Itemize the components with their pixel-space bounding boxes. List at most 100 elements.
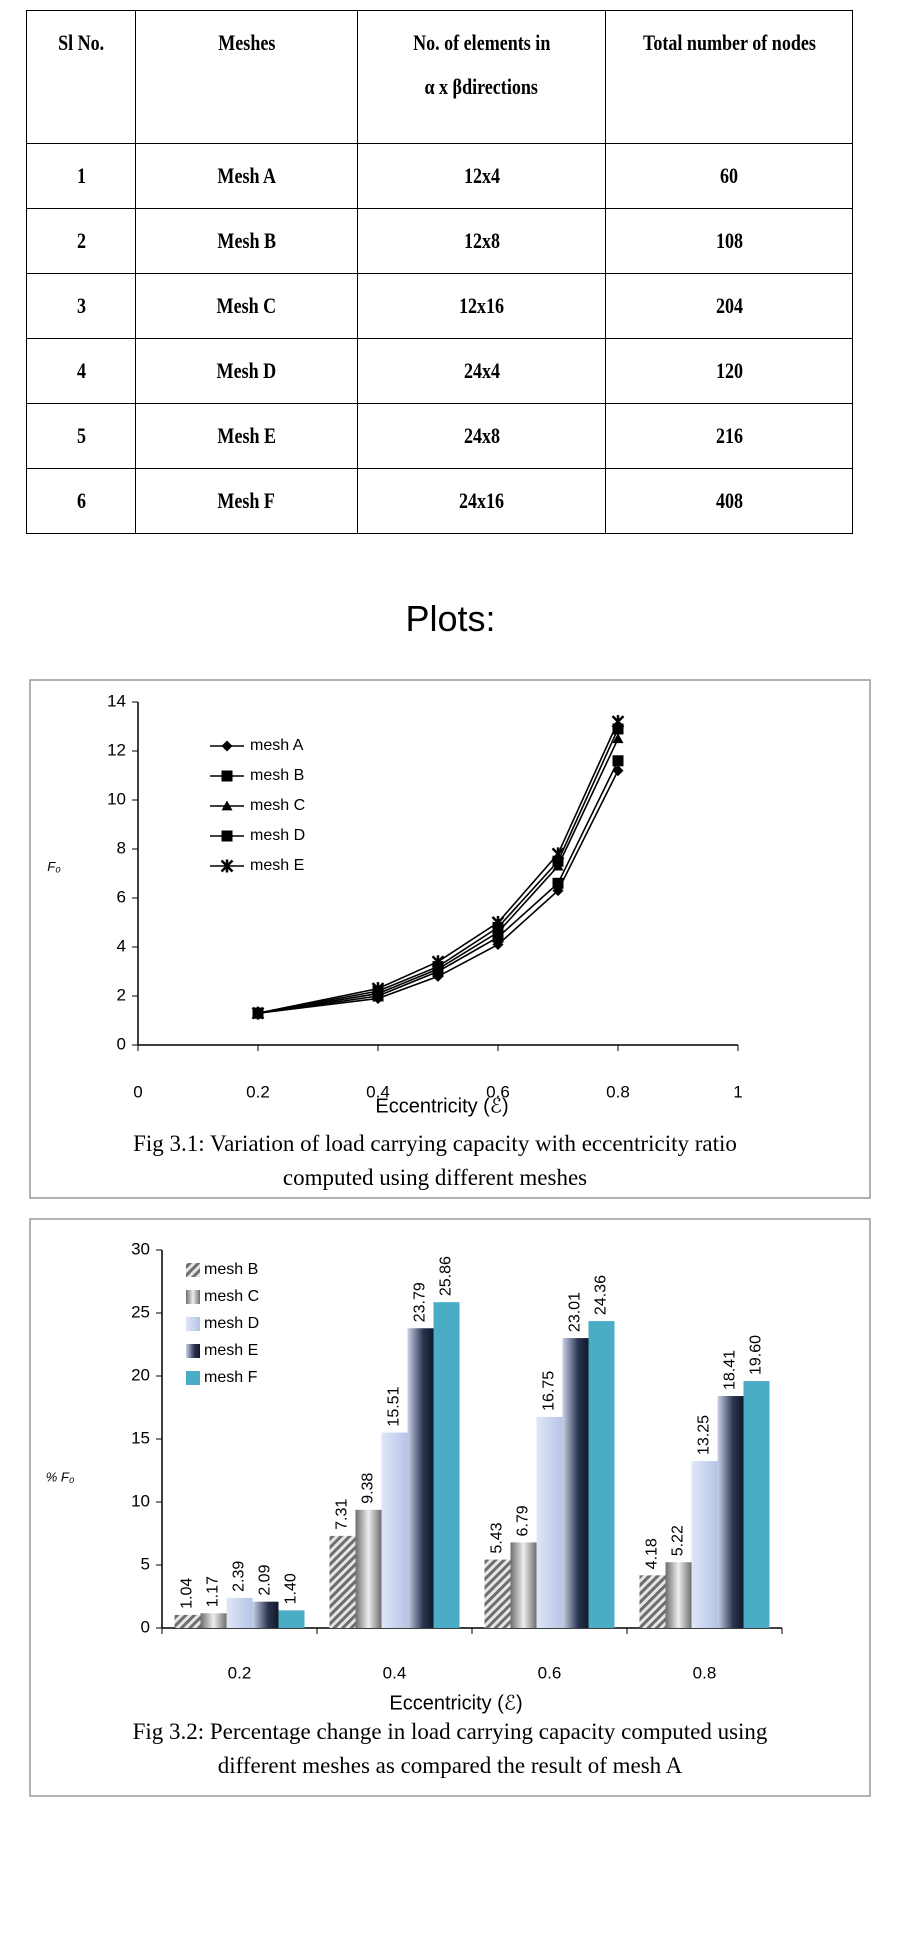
- value-label: 23.01: [567, 1292, 584, 1332]
- cell-text: 120: [715, 358, 743, 383]
- table-cell: 4: [26, 338, 136, 404]
- cell-text: 1: [76, 163, 86, 188]
- y-tick-label: 6: [117, 887, 126, 906]
- legend-swatch: [186, 1317, 200, 1331]
- y-tick-label: 0: [141, 1617, 150, 1636]
- header-text: Sl No.: [57, 30, 105, 55]
- table-cell: 408: [605, 468, 853, 534]
- table-cell: 12x4: [357, 143, 606, 209]
- cell-text: 24x16: [458, 488, 505, 513]
- y-tick-label: 2: [117, 985, 126, 1004]
- value-label: 2.39: [231, 1561, 248, 1592]
- value-label: 13.25: [696, 1415, 713, 1455]
- y-axis-label: % F₀: [46, 1469, 75, 1484]
- value-label: 15.51: [386, 1386, 403, 1426]
- table-cell: 6: [26, 468, 136, 534]
- table-cell: 3: [26, 273, 136, 339]
- legend-label: mesh C: [204, 1288, 259, 1305]
- table-cell: 24x16: [357, 468, 606, 534]
- legend-label: mesh F: [204, 1369, 258, 1386]
- marker: [221, 770, 233, 782]
- cell-text: 12x8: [463, 228, 500, 253]
- legend-swatch: [186, 1371, 200, 1385]
- value-label: 4.18: [644, 1538, 661, 1569]
- marker: [251, 1006, 265, 1020]
- cell-text: Mesh C: [216, 293, 277, 318]
- legend-swatch: [186, 1290, 200, 1304]
- y-tick-label: 25: [131, 1302, 150, 1321]
- value-label: 2.09: [257, 1564, 274, 1595]
- x-tick-label: 0.6: [538, 1663, 562, 1682]
- table-cell: 108: [605, 208, 853, 274]
- table-row: 1 Mesh A 12x4 60: [26, 143, 853, 209]
- value-label: 7.31: [334, 1499, 351, 1530]
- x-tick-label: 0.8: [693, 1663, 717, 1682]
- cell-text: 108: [715, 228, 743, 253]
- marker: [221, 800, 233, 811]
- marker: [221, 740, 233, 752]
- table-row: 5 Mesh E 24x8 216: [26, 403, 853, 469]
- marker: [612, 765, 624, 777]
- table-cell: Mesh E: [135, 403, 358, 469]
- series-line: [257, 738, 619, 1014]
- legend-label: mesh D: [250, 827, 305, 844]
- caption: Fig 3.2: Percentage change in load carry…: [132, 1719, 768, 1778]
- series-line: [257, 721, 619, 1014]
- cell-text: 24x4: [463, 358, 500, 383]
- legend-swatch: [186, 1344, 200, 1358]
- bar: [174, 1614, 201, 1628]
- y-tick-label: 20: [131, 1365, 150, 1384]
- bar: [484, 1559, 511, 1628]
- bar: [433, 1302, 460, 1628]
- value-label: 5.43: [489, 1522, 506, 1553]
- series-line: [257, 770, 619, 1014]
- value-label: 18.41: [722, 1350, 739, 1390]
- marker: [612, 723, 624, 735]
- series-line: [257, 728, 619, 1014]
- table-cell: Mesh F: [135, 468, 358, 534]
- legend-label: mesh E: [204, 1342, 258, 1359]
- cell-text: 24x8: [463, 423, 500, 448]
- marker: [552, 877, 564, 889]
- cell-text: Mesh E: [217, 423, 276, 448]
- table-cell: 12x16: [357, 273, 606, 339]
- table-cell: Mesh A: [135, 143, 358, 209]
- y-tick-label: 30: [131, 1239, 150, 1258]
- value-label: 24.36: [593, 1275, 610, 1315]
- table-cell: 204: [605, 273, 853, 339]
- legend-label: mesh B: [204, 1261, 258, 1278]
- bar: [329, 1535, 356, 1628]
- table-cell: 24x8: [357, 403, 606, 469]
- bar: [355, 1509, 382, 1628]
- legend-label: mesh E: [250, 857, 304, 874]
- value-label: 16.75: [541, 1371, 558, 1411]
- legend-swatch: [186, 1263, 200, 1277]
- value-label: 1.17: [205, 1576, 222, 1607]
- value-label: 1.40: [283, 1573, 300, 1604]
- y-tick-label: 15: [131, 1428, 150, 1447]
- table-cell: 24x4: [357, 338, 606, 404]
- legend-label: mesh B: [250, 767, 304, 784]
- cell-text: Mesh A: [217, 163, 276, 188]
- table-cell: Mesh C: [135, 273, 358, 339]
- bar: [691, 1461, 718, 1628]
- header-cell: Sl No.: [26, 10, 136, 144]
- bar: [381, 1432, 408, 1628]
- y-tick-label: 4: [117, 936, 126, 955]
- bar: [639, 1575, 666, 1628]
- table-row: 2 Mesh B 12x8 108: [26, 208, 853, 274]
- x-tick-label: 1: [733, 1082, 742, 1101]
- marker: [220, 859, 234, 873]
- x-tick-label: 0.4: [366, 1082, 390, 1101]
- bar: [536, 1416, 563, 1628]
- cell-text: 2: [76, 228, 86, 253]
- table-cell: 60: [605, 143, 853, 209]
- header-row: Sl No. Meshes No. of elements in α x βdirec…: [26, 10, 853, 144]
- marker: [551, 847, 565, 861]
- y-tick-label: 0: [117, 1034, 126, 1053]
- legend-label: mesh D: [204, 1315, 259, 1332]
- chart-frame: [29, 1218, 871, 1797]
- cell-text: 216: [715, 423, 743, 448]
